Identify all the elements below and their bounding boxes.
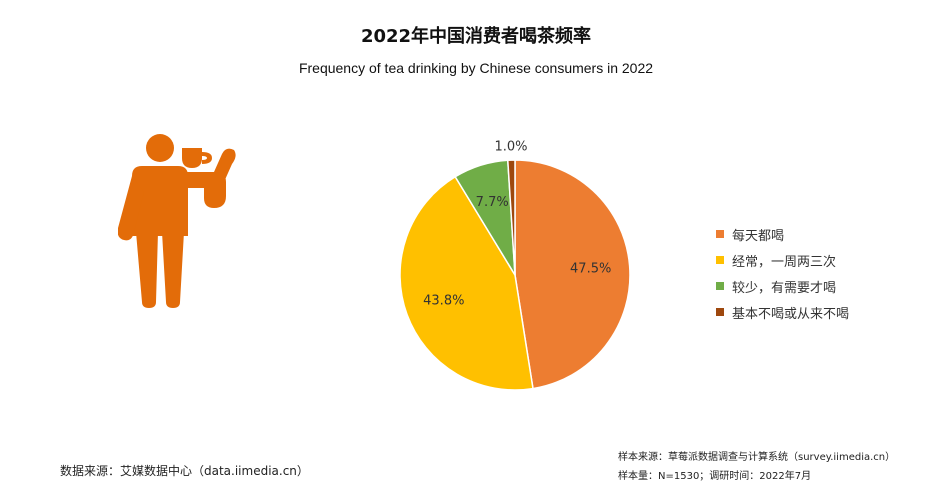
legend-item-never: 基本不喝或从来不喝 <box>716 302 849 322</box>
chart-title: 2022年中国消费者喝茶频率 <box>360 26 592 47</box>
sample-source: 样本来源：草莓派数据调查与计算系统（survey.iimedia.cn） <box>618 452 896 463</box>
legend-swatch <box>716 256 724 264</box>
legend-swatch <box>716 230 724 238</box>
pie-labels: 47.5% 43.8% 7.7% 1.0% <box>423 140 611 309</box>
chart-subtitle: Frequency of tea drinking by Chinese con… <box>298 60 654 76</box>
pie-chart: 47.5% 43.8% 7.7% 1.0% <box>399 140 631 391</box>
sample-info: 样本量：N=1530；调研时间：2022年7月 <box>618 471 812 482</box>
legend-swatch <box>716 308 724 316</box>
pie-slice-often <box>399 175 534 391</box>
legend-item-often: 经常，一周两三次 <box>716 250 849 270</box>
data-source: 数据来源：艾媒数据中心（data.iimedia.cn） <box>60 464 309 478</box>
legend-label: 经常，一周两三次 <box>732 254 837 270</box>
pie-slice-never <box>506 159 516 276</box>
legend-item-rarely: 较少，有需要才喝 <box>716 276 849 296</box>
legend-swatch <box>716 282 724 290</box>
pie-slice-daily <box>514 159 631 390</box>
legend-label: 基本不喝或从来不喝 <box>732 306 850 322</box>
legend-item-daily: 每天都喝 <box>716 224 849 244</box>
pie-label-never: 1.0% <box>494 140 527 155</box>
pie-label-daily: 47.5% <box>570 262 611 277</box>
pie-label-often: 43.8% <box>423 294 464 309</box>
chart-legend: 每天都喝 经常，一周两三次 较少，有需要才喝 基本不喝或从来不喝 <box>716 224 849 328</box>
person-drinking-tea-icon <box>118 134 236 308</box>
legend-label: 每天都喝 <box>732 228 785 244</box>
legend-label: 较少，有需要才喝 <box>732 280 837 296</box>
pie-slices <box>399 159 631 391</box>
pie-label-rarely: 7.7% <box>476 195 509 210</box>
